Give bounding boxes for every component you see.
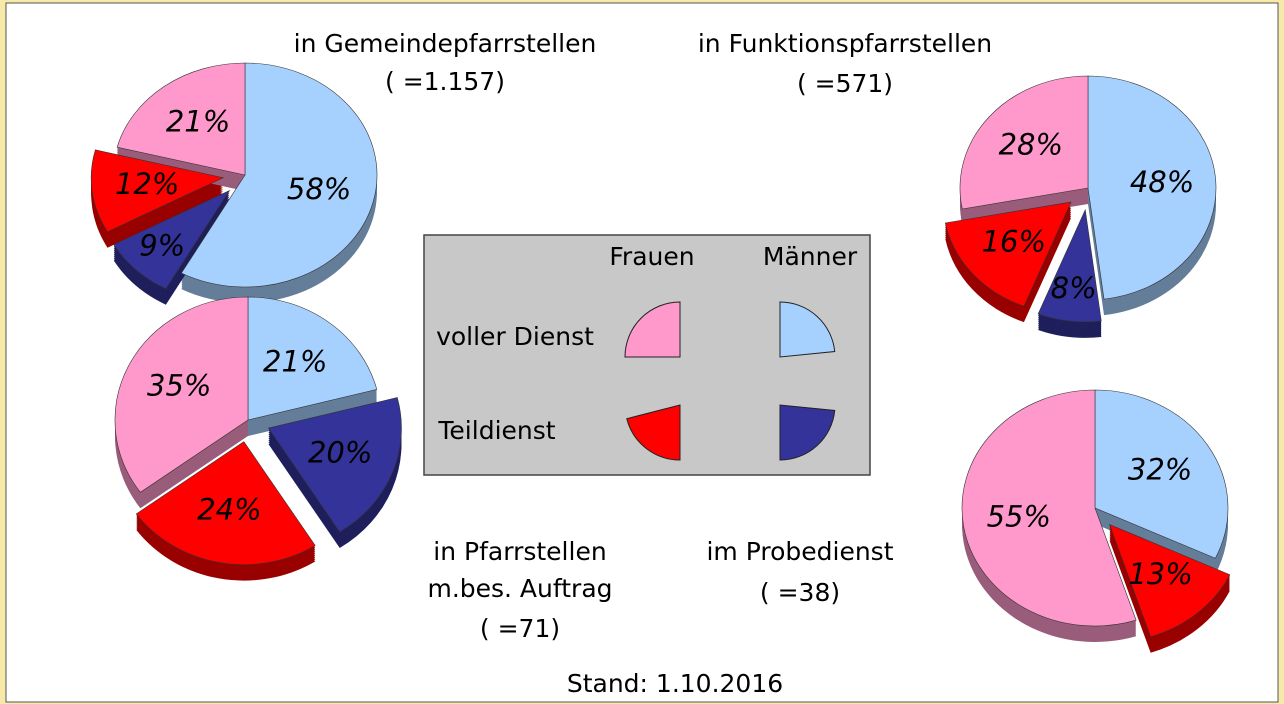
slice-label: 24%	[197, 493, 261, 527]
legend-row: voller Dienst	[436, 322, 594, 351]
legend-column: Männer	[763, 242, 858, 271]
pie-slice	[961, 389, 1137, 627]
pie-title: ( =38)	[760, 578, 840, 607]
pie-slice	[1094, 389, 1229, 559]
pie-title: ( =571)	[797, 69, 893, 98]
legend-swatch	[779, 301, 836, 358]
legend-swatch	[624, 301, 681, 358]
slice-label: 12%	[115, 167, 179, 201]
pie-title: ( =71)	[480, 614, 560, 643]
pie-slice	[1037, 208, 1102, 323]
pie-slice	[1109, 523, 1231, 638]
slice-label: 28%	[999, 128, 1063, 162]
legend-row: Teildienst	[437, 416, 555, 445]
slice-label: 32%	[1128, 452, 1192, 486]
footer: Stand: 1.10.2016	[567, 669, 783, 698]
pie-slice	[944, 201, 1072, 307]
slice-label: 8%	[1051, 271, 1097, 305]
slice-label: 13%	[1128, 557, 1192, 591]
slice-label: 9%	[139, 229, 185, 263]
pie-title: ( =1.157)	[385, 67, 505, 96]
slice-label: 20%	[308, 435, 372, 469]
pie-slice	[247, 296, 378, 421]
legend-swatch	[779, 404, 836, 461]
slice-label: 21%	[263, 345, 327, 379]
slice-label: 58%	[287, 172, 351, 206]
slice-label: 35%	[147, 369, 211, 403]
pie-slice	[1087, 75, 1217, 300]
slice-label: 55%	[987, 500, 1051, 534]
pie-slice	[267, 397, 402, 533]
pie-slice	[90, 149, 225, 233]
pie-title: in Funktionspfarrstellen	[698, 29, 992, 58]
pie-slice	[113, 189, 231, 290]
pie-title: im Probedienst	[706, 537, 893, 566]
pie-slice	[114, 296, 249, 493]
legend-column: Frauen	[609, 242, 694, 271]
pie-slice	[959, 75, 1089, 210]
pie-title: m.bes. Auftrag	[427, 574, 612, 603]
legend-swatch	[626, 404, 681, 461]
pie-slice	[135, 441, 316, 565]
pie-slice	[180, 62, 378, 288]
pie-title: in Pfarrstellen	[433, 537, 606, 566]
pie-title: in Gemeindepfarrstellen	[294, 29, 597, 58]
slice-label: 48%	[1130, 165, 1194, 199]
slice-label: 16%	[982, 224, 1046, 258]
pie-slice	[116, 62, 246, 176]
slice-label: 21%	[166, 105, 230, 139]
